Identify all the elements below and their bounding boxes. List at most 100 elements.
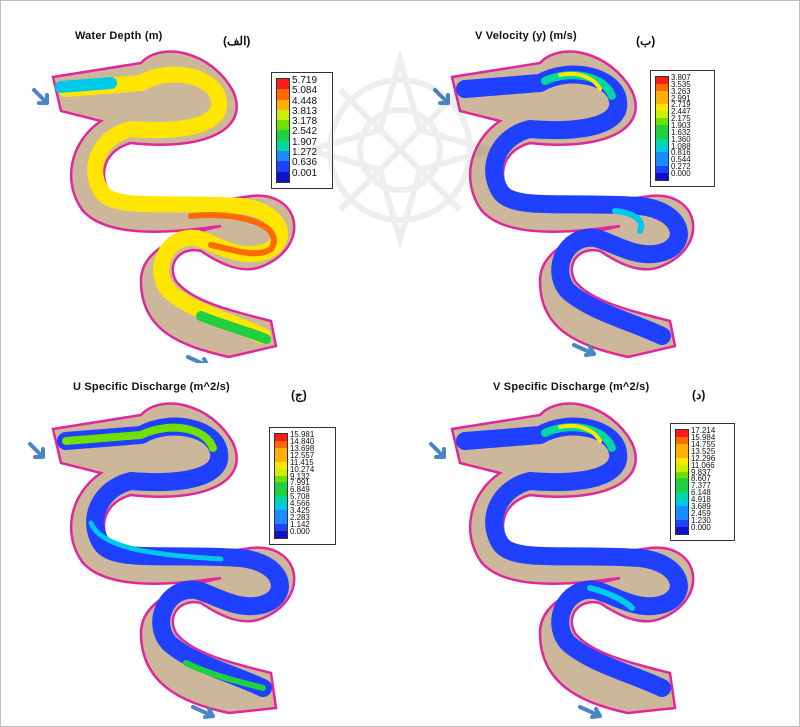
river-map-v-velocity (450, 50, 695, 359)
legend-value: 2.447 (671, 107, 691, 117)
flow-direction-arrow-icon (28, 442, 45, 459)
legend-swatch (676, 519, 688, 527)
legend-value: 5.719 (292, 75, 318, 86)
color-legend: 5.719 5.084 4.448 3.813 3.178 2.542 1.907 1.272… (271, 72, 333, 189)
legend-swatch (656, 125, 668, 132)
legend-value: 12.296 (691, 453, 716, 463)
panel-v-velocity: V Velocity (y) (m/s) (ب) 3.807 3.535 3.263… (400, 1, 799, 363)
legend-swatch (275, 517, 287, 524)
legend-values: 3.807 3.535 3.263 2.991 2.719 2.447 2.175 1.903… (671, 73, 691, 178)
panel-title: U Specific Discharge (m^2/s) (73, 381, 230, 393)
legend-swatch (676, 485, 688, 493)
legend-value: 15.981 (290, 430, 315, 439)
legend-values: 15.981 14.840 13.698 12.557 11.415 10.274 9.13… (290, 430, 315, 536)
legend-value: 6.148 (691, 488, 711, 498)
legend-swatch (676, 436, 688, 444)
river-map-water-depth (51, 50, 296, 359)
panel-title: Water Depth (m) (75, 30, 163, 42)
panel-label: (د) (692, 388, 706, 402)
legend-swatch (656, 138, 668, 146)
water-depth-inlet-zone (55, 77, 117, 93)
legend-swatch (656, 90, 668, 98)
legend-value: 9.132 (290, 471, 310, 481)
legend-value: 1.907 (292, 136, 318, 148)
legend-swatch (275, 489, 287, 497)
legend-value: 10.274 (290, 464, 315, 474)
velocity-channel (456, 65, 688, 345)
panel-title: V Specific Discharge (m^2/s) (493, 381, 650, 393)
legend-swatch (275, 440, 287, 448)
legend-swatch (277, 79, 289, 90)
legend-swatch (275, 434, 287, 441)
legend-swatch (277, 151, 289, 162)
legend-swatches (655, 76, 669, 181)
legend-value: 11.066 (691, 460, 715, 470)
flow-direction-arrow-icon (572, 343, 596, 357)
legend-swatch (656, 173, 668, 180)
legend-value: 1.230 (691, 515, 711, 525)
legend-swatch (656, 131, 668, 139)
legend-value: 4.566 (290, 499, 310, 509)
legend-swatches (675, 429, 689, 535)
panel-label: (الف) (223, 34, 251, 48)
legend-swatch (275, 530, 287, 538)
legend-values: 17.214 15.984 14.755 13.525 12.296 11.066 9.83… (691, 426, 716, 532)
river-map-u-discharge (51, 402, 296, 715)
legend-value: 0.272 (671, 162, 691, 172)
legend-value: 3.813 (292, 105, 318, 117)
legend-swatch (277, 89, 289, 100)
legend-swatch (275, 510, 287, 518)
legend-value: 7.377 (691, 481, 711, 491)
legend-values: 5.719 5.084 4.448 3.813 3.178 2.542 1.907 1.272… (292, 75, 318, 179)
water-depth-deep-zone (188, 212, 277, 257)
legend-swatch (275, 461, 287, 469)
legend-value: 17.214 (691, 426, 716, 435)
legend-swatch (277, 140, 289, 152)
legend-value: 3.807 (671, 73, 691, 82)
legend-value: 3.535 (671, 79, 691, 89)
legend-value: 0.636 (292, 157, 318, 169)
legend-value: 1.088 (671, 141, 691, 151)
legend-value: 2.459 (691, 509, 711, 519)
velocity-bend-zone (612, 208, 645, 234)
legend-swatch (656, 159, 668, 167)
color-legend: 15.981 14.840 13.698 12.557 11.415 10.274 9.13… (269, 427, 336, 545)
legend-value: 1.142 (290, 519, 310, 529)
legend-value: 7.991 (290, 478, 310, 488)
flow-direction-arrow-icon (578, 705, 602, 719)
legend-swatch (277, 120, 289, 131)
legend-value: 1.272 (292, 147, 318, 159)
legend-swatch (676, 478, 688, 486)
panel-v-specific-discharge: V Specific Discharge (m^2/s) (د) 17.214 1… (400, 363, 799, 725)
legend-value: 9.837 (691, 467, 711, 477)
flow-direction-arrow-icon (429, 442, 446, 459)
legend-swatch (676, 464, 688, 472)
legend-swatch (277, 171, 289, 182)
legend-swatch (656, 97, 668, 105)
legend-swatch (676, 430, 688, 437)
discharge-outlet-zone (183, 660, 266, 691)
legend-swatch (676, 492, 688, 500)
flow-direction-arrow-icon (191, 705, 215, 719)
legend-value: 3.425 (290, 506, 310, 516)
legend-value: 13.525 (691, 446, 716, 456)
legend-value: 3.689 (691, 502, 711, 512)
legend-value: 14.840 (290, 436, 315, 446)
legend-swatch (275, 468, 287, 476)
legend-value: 15.984 (691, 432, 716, 442)
legend-value: 0.000 (290, 526, 310, 536)
legend-value: 5.708 (290, 492, 310, 502)
legend-swatch (676, 443, 688, 451)
discharge-mid-zone (88, 520, 224, 562)
discharge-peak-zone (558, 424, 602, 443)
legend-swatch (275, 447, 287, 455)
legend-value: 0.001 (292, 167, 318, 179)
color-legend: 3.807 3.535 3.263 2.991 2.719 2.447 2.175 1.903… (650, 70, 715, 187)
legend-swatches (276, 78, 290, 183)
legend-swatch (275, 482, 287, 490)
flow-direction-arrow-icon (32, 88, 49, 105)
water-depth-channel (58, 66, 288, 344)
legend-swatch (275, 475, 287, 483)
legend-value: 12.557 (290, 450, 315, 460)
legend-value: 4.448 (292, 95, 318, 107)
